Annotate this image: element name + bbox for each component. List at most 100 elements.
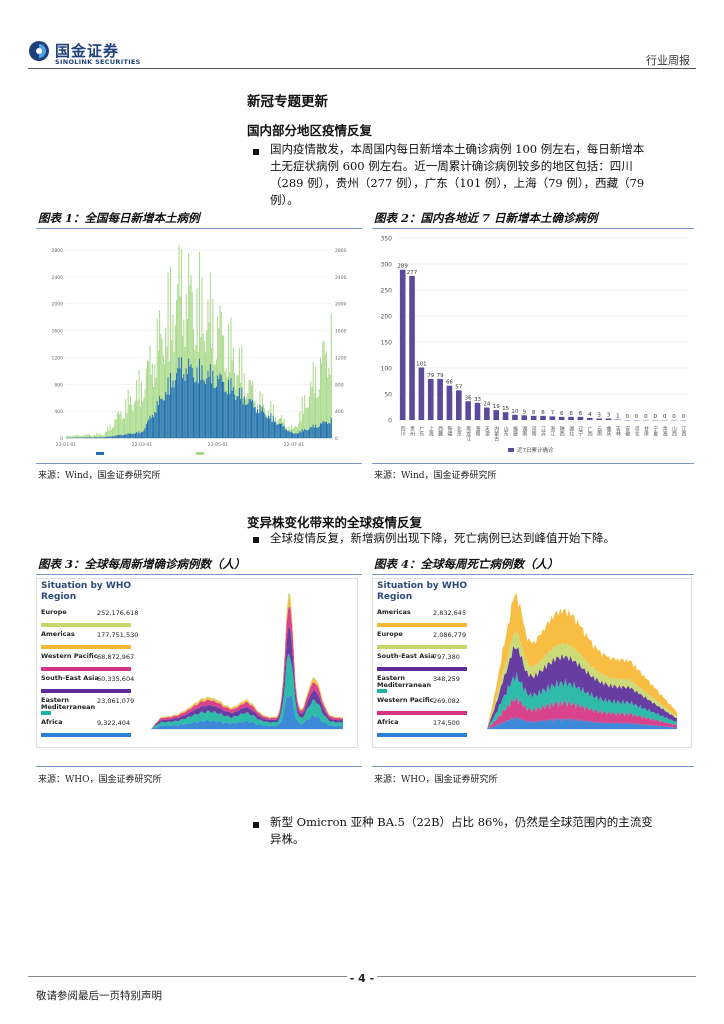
data-label: 101 <box>416 361 427 367</box>
bar-asymptomatic <box>72 436 74 438</box>
bar-asymptomatic <box>103 434 105 438</box>
figure-2-source: 来源：Wind，国金证券研究所 <box>374 471 497 481</box>
region-name: Eastern Mediterranean <box>377 674 432 689</box>
y-tick-label: 300 <box>381 262 393 269</box>
data-label: 79 <box>437 373 444 379</box>
bar-confirmed <box>259 404 261 438</box>
data-label: 57 <box>455 384 462 390</box>
figure-2-top-rule <box>372 228 694 229</box>
area-series <box>151 653 343 729</box>
region-value: 252,176,618 <box>97 609 139 617</box>
bar-asymptomatic <box>91 435 93 438</box>
who-panel-title: Situation by WHO Region <box>377 581 467 603</box>
region-legend-item: Western Pacific 68,872,967 <box>41 653 145 675</box>
y-tick-label-left: 1600 <box>52 329 64 335</box>
bar-asymptomatic <box>147 360 149 438</box>
figure-4-top-rule <box>372 574 694 575</box>
bar-asymptomatic <box>84 435 86 438</box>
bar-confirmed <box>201 365 203 438</box>
y-tick-label-left: 2000 <box>52 302 64 308</box>
bar-confirmed <box>264 413 266 438</box>
region-legend-item: Europe 2,086,779 <box>377 631 481 653</box>
bar-asymptomatic <box>209 272 211 438</box>
bar-confirmed <box>235 399 237 438</box>
bar-confirmed <box>218 378 220 438</box>
bar-asymptomatic <box>92 435 94 438</box>
data-label: 3 <box>607 412 611 418</box>
bar-confirmed <box>309 428 311 438</box>
bar-confirmed <box>121 435 123 438</box>
bar-asymptomatic <box>109 424 111 438</box>
bar-confirmed <box>329 423 331 438</box>
bar-confirmed <box>160 399 162 438</box>
x-tick-label: 黑龙江 <box>465 426 471 442</box>
bar-asymptomatic <box>207 299 209 438</box>
bar-confirmed <box>217 375 219 438</box>
bar-confirmed <box>312 424 314 438</box>
legend-swatch-confirmed <box>96 452 104 455</box>
bar-confirmed <box>173 387 175 438</box>
bar-confirmed <box>116 435 118 438</box>
bar-asymptomatic <box>154 364 156 438</box>
region-name: Europe <box>377 630 403 638</box>
y-tick-label-right: 800 <box>335 382 344 388</box>
region-color-bar <box>41 645 131 649</box>
figure-4-bottom-rule <box>372 766 694 767</box>
x-tick-label: 贵州 <box>409 425 415 436</box>
bar-confirmed <box>299 431 301 438</box>
data-label: 0 <box>663 414 667 420</box>
bar-confirmed <box>169 372 172 438</box>
bar-confirmed <box>305 430 307 438</box>
bar-asymptomatic <box>79 436 81 438</box>
bar <box>493 410 500 420</box>
bar-confirmed <box>236 396 238 438</box>
bar-confirmed <box>207 370 209 438</box>
region-value: 797,380 <box>433 653 460 661</box>
bar-confirmed <box>203 381 205 438</box>
bar-confirmed <box>136 432 138 438</box>
bar-confirmed <box>282 426 284 438</box>
x-tick-label: 河南 <box>531 425 537 436</box>
bar-asymptomatic <box>134 400 136 438</box>
bar-confirmed <box>296 433 298 438</box>
region-color-bar <box>41 689 131 693</box>
bar-confirmed <box>124 435 126 438</box>
bar-asymptomatic <box>130 396 132 438</box>
bar-confirmed <box>200 380 202 438</box>
bar-asymptomatic <box>191 291 193 438</box>
x-tick-label: 四川 <box>400 426 406 436</box>
bar <box>399 269 406 420</box>
figure-2-bottom-rule <box>372 463 694 464</box>
bullet-marker <box>253 822 259 828</box>
region-name: South-East Asia <box>41 674 99 682</box>
bar-confirmed <box>171 387 173 438</box>
bar-confirmed <box>301 429 303 438</box>
y-tick-label: 250 <box>381 288 393 295</box>
bar-confirmed <box>255 412 257 438</box>
bar-confirmed <box>199 358 201 438</box>
bar-confirmed <box>265 416 267 438</box>
bar-asymptomatic <box>159 310 161 438</box>
bar-asymptomatic <box>124 418 126 438</box>
section-subtitle: 国内部分地区疫情反复 <box>247 123 373 138</box>
bar-confirmed <box>194 382 196 438</box>
region-value: 9,322,404 <box>97 719 131 727</box>
bar-confirmed <box>137 433 139 438</box>
bullet-line: 例）。 <box>270 193 299 207</box>
bar-confirmed <box>252 399 254 438</box>
x-tick-label: 河北 <box>634 425 640 437</box>
bar-confirmed <box>107 436 109 438</box>
bar-asymptomatic <box>95 435 97 438</box>
bar-asymptomatic <box>307 407 309 438</box>
bar-confirmed <box>322 421 324 438</box>
bar-confirmed <box>261 407 263 438</box>
data-label: 1 <box>616 413 620 419</box>
bar-confirmed <box>153 417 155 438</box>
bar-confirmed <box>311 427 313 438</box>
figure-3-top-rule <box>36 574 362 575</box>
bar <box>605 418 612 420</box>
bar-asymptomatic <box>66 436 68 438</box>
bar-confirmed <box>109 436 111 438</box>
bar-confirmed <box>254 407 256 438</box>
bar-asymptomatic <box>179 296 181 438</box>
